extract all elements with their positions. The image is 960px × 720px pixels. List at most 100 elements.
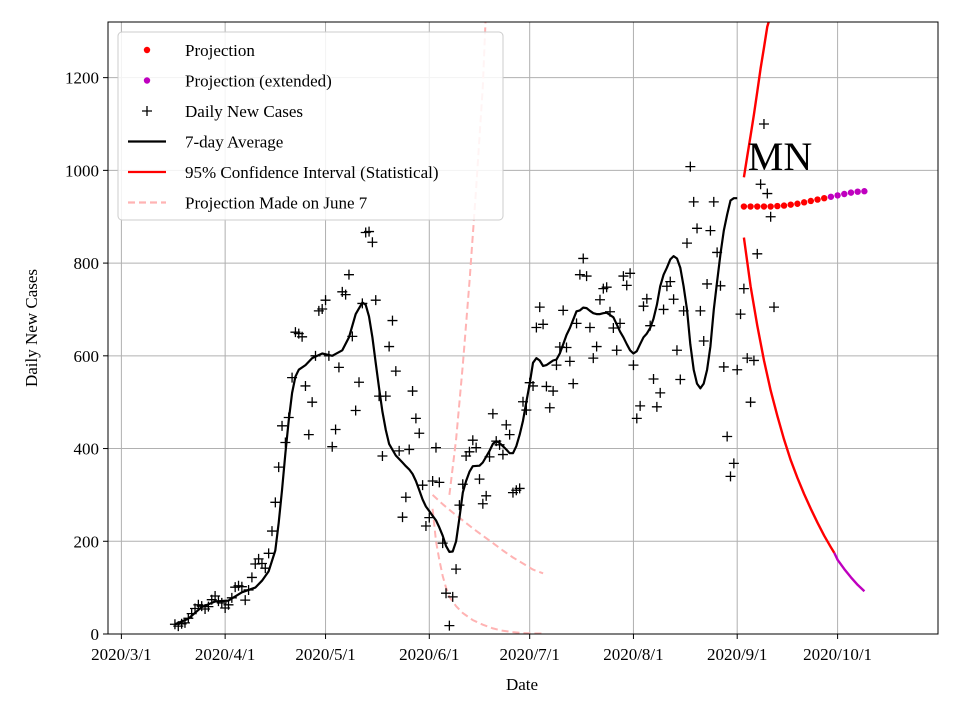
case-point [246, 572, 257, 583]
case-point [447, 591, 458, 602]
case-point [487, 408, 498, 419]
case-point [481, 490, 492, 501]
legend-label: 95% Confidence Interval (Statistical) [185, 163, 439, 182]
case-point [544, 402, 555, 413]
line-7-day-average [174, 197, 738, 626]
projection-point [740, 203, 748, 210]
y-tick-label: 1000 [65, 161, 99, 180]
case-point [384, 341, 395, 352]
case-point [320, 295, 331, 306]
case-point [364, 226, 375, 237]
case-point [728, 458, 739, 469]
case-point [601, 282, 612, 293]
projection-point [754, 203, 761, 210]
x-tick-label: 2020/4/1 [195, 645, 255, 664]
case-point [685, 161, 696, 172]
case-point [297, 331, 308, 342]
case-point [655, 387, 666, 398]
case-point [434, 477, 445, 488]
case-point [658, 304, 669, 315]
case-point [283, 412, 294, 423]
line-95-ci-lower-extended [833, 552, 866, 593]
x-tick-label: 2020/6/1 [399, 645, 459, 664]
case-point [380, 391, 391, 402]
case-point [574, 269, 585, 280]
legend: Projection Projection (extended) Daily New… [117, 31, 504, 221]
projection-point [861, 188, 868, 195]
projection-point [787, 201, 794, 208]
case-point [497, 449, 508, 460]
case-point [430, 442, 441, 453]
case-point [397, 512, 408, 523]
x-tick-label: 2020/8/1 [603, 645, 663, 664]
case-point [303, 429, 314, 440]
case-point [210, 590, 221, 601]
case-point [645, 320, 656, 331]
case-point [243, 584, 254, 595]
legend-box [117, 31, 504, 221]
case-point [611, 345, 622, 356]
case-point [307, 397, 318, 408]
case-point [528, 380, 539, 391]
case-point [538, 319, 549, 330]
projection-point [794, 200, 801, 207]
case-point [631, 413, 642, 424]
projection-point [807, 197, 815, 205]
y-tick-label: 200 [74, 532, 100, 551]
case-point [551, 360, 562, 371]
case-point [558, 305, 569, 316]
case-point [404, 444, 415, 455]
projection-point [800, 199, 808, 206]
projection-point [847, 189, 855, 196]
case-point [410, 413, 421, 424]
legend-item: Projection [143, 41, 255, 60]
case-point [742, 353, 753, 364]
case-point [467, 435, 478, 446]
case-point [608, 323, 619, 333]
case-point [501, 419, 512, 430]
case-point [263, 548, 274, 559]
projection-point [834, 192, 841, 199]
case-point [310, 350, 321, 361]
case-point [705, 225, 716, 236]
case-point [578, 253, 589, 264]
case-point [695, 305, 706, 316]
case-point [216, 597, 227, 608]
case-point [618, 271, 629, 282]
case-point [226, 592, 237, 603]
case-point [347, 331, 358, 342]
x-axis-label: Date [506, 675, 538, 694]
legend-item: Projection (extended) [143, 72, 332, 91]
series-projection-extended [827, 188, 868, 200]
case-point [474, 474, 485, 485]
case-point [427, 476, 438, 486]
case-point [738, 283, 749, 294]
projection-point [854, 188, 861, 195]
case-point [678, 305, 689, 316]
case-point [484, 451, 495, 462]
x-tick-label: 2020/5/1 [295, 645, 355, 664]
case-point [367, 237, 378, 248]
case-point [340, 289, 351, 300]
case-point [441, 588, 452, 599]
legend-item: 95% Confidence Interval (Statistical) [128, 163, 439, 182]
case-point [454, 500, 465, 511]
case-point [203, 601, 214, 612]
case-point [588, 353, 599, 364]
case-point [605, 306, 616, 317]
x-tick-label: 2020/9/1 [707, 645, 767, 664]
case-point [665, 276, 676, 287]
legend-swatch [142, 106, 152, 116]
line-95-ci-lower-statistical [742, 237, 836, 554]
legend-label: Projection Made on June 7 [185, 194, 368, 213]
legend-label: Daily New Cases [185, 102, 303, 121]
case-point [531, 322, 542, 333]
case-point [424, 512, 435, 523]
y-tick-label: 600 [74, 347, 100, 366]
case-point [584, 322, 595, 333]
series-projection [740, 194, 828, 210]
case-point [266, 526, 277, 537]
case-point [625, 268, 636, 279]
case-point [675, 374, 686, 385]
